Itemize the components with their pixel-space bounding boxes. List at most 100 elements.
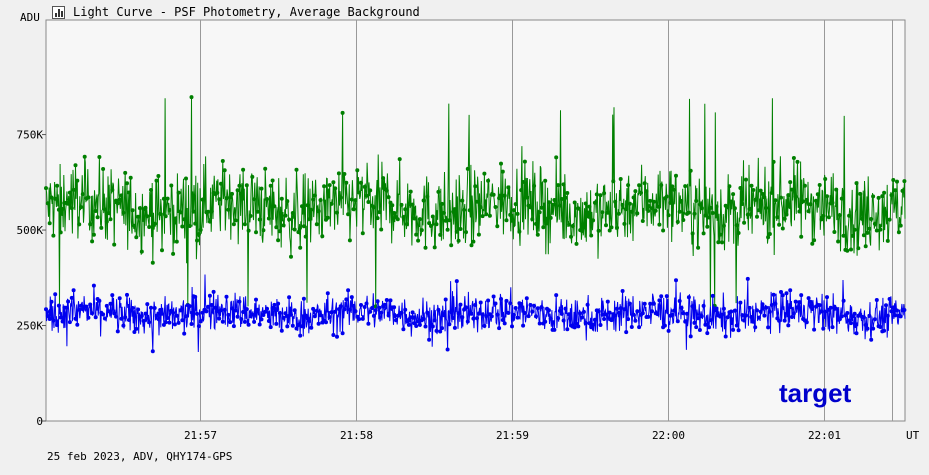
data-point: [160, 248, 164, 253]
data-point: [541, 225, 546, 230]
data-point: [316, 209, 321, 214]
data-point: [296, 323, 301, 327]
data-point: [659, 294, 664, 299]
data-point: [93, 315, 98, 320]
data-point: [742, 220, 747, 225]
data-point: [86, 195, 91, 200]
data-point: [519, 302, 524, 306]
x-tick-label: 21:57: [184, 429, 217, 442]
data-point: [242, 222, 247, 227]
data-point: [344, 180, 349, 185]
y-tick-label: 750K: [17, 129, 44, 142]
data-point: [93, 209, 98, 213]
data-point: [233, 308, 238, 313]
data-point: [655, 312, 660, 317]
data-point: [874, 298, 879, 302]
data-point: [626, 183, 631, 188]
data-point: [819, 309, 824, 314]
data-point: [561, 182, 566, 187]
data-point: [709, 205, 713, 210]
data-point: [753, 325, 758, 330]
data-point: [266, 319, 271, 323]
data-point: [869, 337, 874, 342]
data-point: [659, 183, 664, 188]
data-point: [887, 297, 892, 301]
data-point: [683, 184, 688, 189]
data-point: [71, 187, 76, 192]
data-point: [152, 221, 157, 226]
data-point: [797, 209, 802, 214]
data-point: [506, 185, 511, 190]
data-point: [692, 320, 697, 325]
data-point: [73, 163, 78, 168]
data-point: [77, 222, 82, 227]
data-point: [187, 304, 192, 309]
data-point: [161, 196, 166, 201]
data-point: [657, 298, 662, 303]
data-point: [440, 201, 444, 206]
data-point: [104, 219, 109, 224]
data-point: [108, 217, 113, 222]
data-point: [182, 217, 187, 222]
data-point: [364, 193, 369, 198]
data-point: [751, 319, 756, 324]
data-point: [327, 183, 332, 188]
data-point: [351, 303, 356, 308]
data-point: [738, 186, 743, 190]
data-point: [777, 222, 782, 227]
data-point: [143, 205, 148, 210]
data-point: [539, 305, 544, 310]
data-point: [797, 300, 802, 305]
data-point: [425, 310, 430, 315]
data-point: [126, 318, 131, 322]
data-point: [600, 210, 605, 215]
x-tick-label: 22:00: [652, 429, 685, 442]
data-point: [675, 219, 680, 224]
data-point: [294, 167, 299, 172]
data-point: [226, 312, 231, 317]
data-point: [263, 309, 268, 314]
data-point: [366, 200, 371, 204]
data-point: [130, 306, 135, 310]
y-tick-label: 250K: [17, 320, 44, 333]
data-point: [342, 307, 347, 312]
data-point: [801, 199, 806, 204]
data-point: [771, 159, 776, 164]
data-point: [751, 188, 756, 192]
data-point: [591, 218, 596, 223]
data-point: [900, 188, 905, 193]
data-point: [629, 209, 634, 214]
data-point: [871, 194, 876, 199]
data-point: [176, 320, 181, 325]
data-point: [241, 310, 246, 314]
chart-window-icon[interactable]: [52, 5, 65, 19]
data-point: [102, 207, 107, 212]
data-point: [646, 314, 651, 319]
data-point: [445, 347, 450, 352]
data-point: [447, 322, 452, 327]
data-point: [522, 159, 527, 164]
data-point: [408, 189, 413, 194]
data-point: [589, 233, 594, 238]
data-point: [174, 313, 179, 318]
data-point: [80, 192, 85, 197]
data-point: [318, 313, 323, 318]
data-point: [720, 312, 724, 317]
data-point: [60, 319, 65, 324]
data-point: [885, 238, 890, 243]
data-point: [604, 312, 608, 317]
data-point: [860, 216, 864, 221]
data-point: [626, 317, 631, 322]
data-point: [598, 323, 603, 327]
data-point: [150, 260, 155, 265]
data-point: [662, 323, 667, 328]
data-point: [559, 311, 564, 316]
data-point: [602, 191, 607, 196]
series-target: [44, 274, 907, 354]
data-point: [526, 314, 531, 319]
data-point: [747, 305, 752, 310]
data-point: [718, 232, 723, 237]
data-point: [75, 178, 80, 183]
data-point: [500, 318, 505, 322]
